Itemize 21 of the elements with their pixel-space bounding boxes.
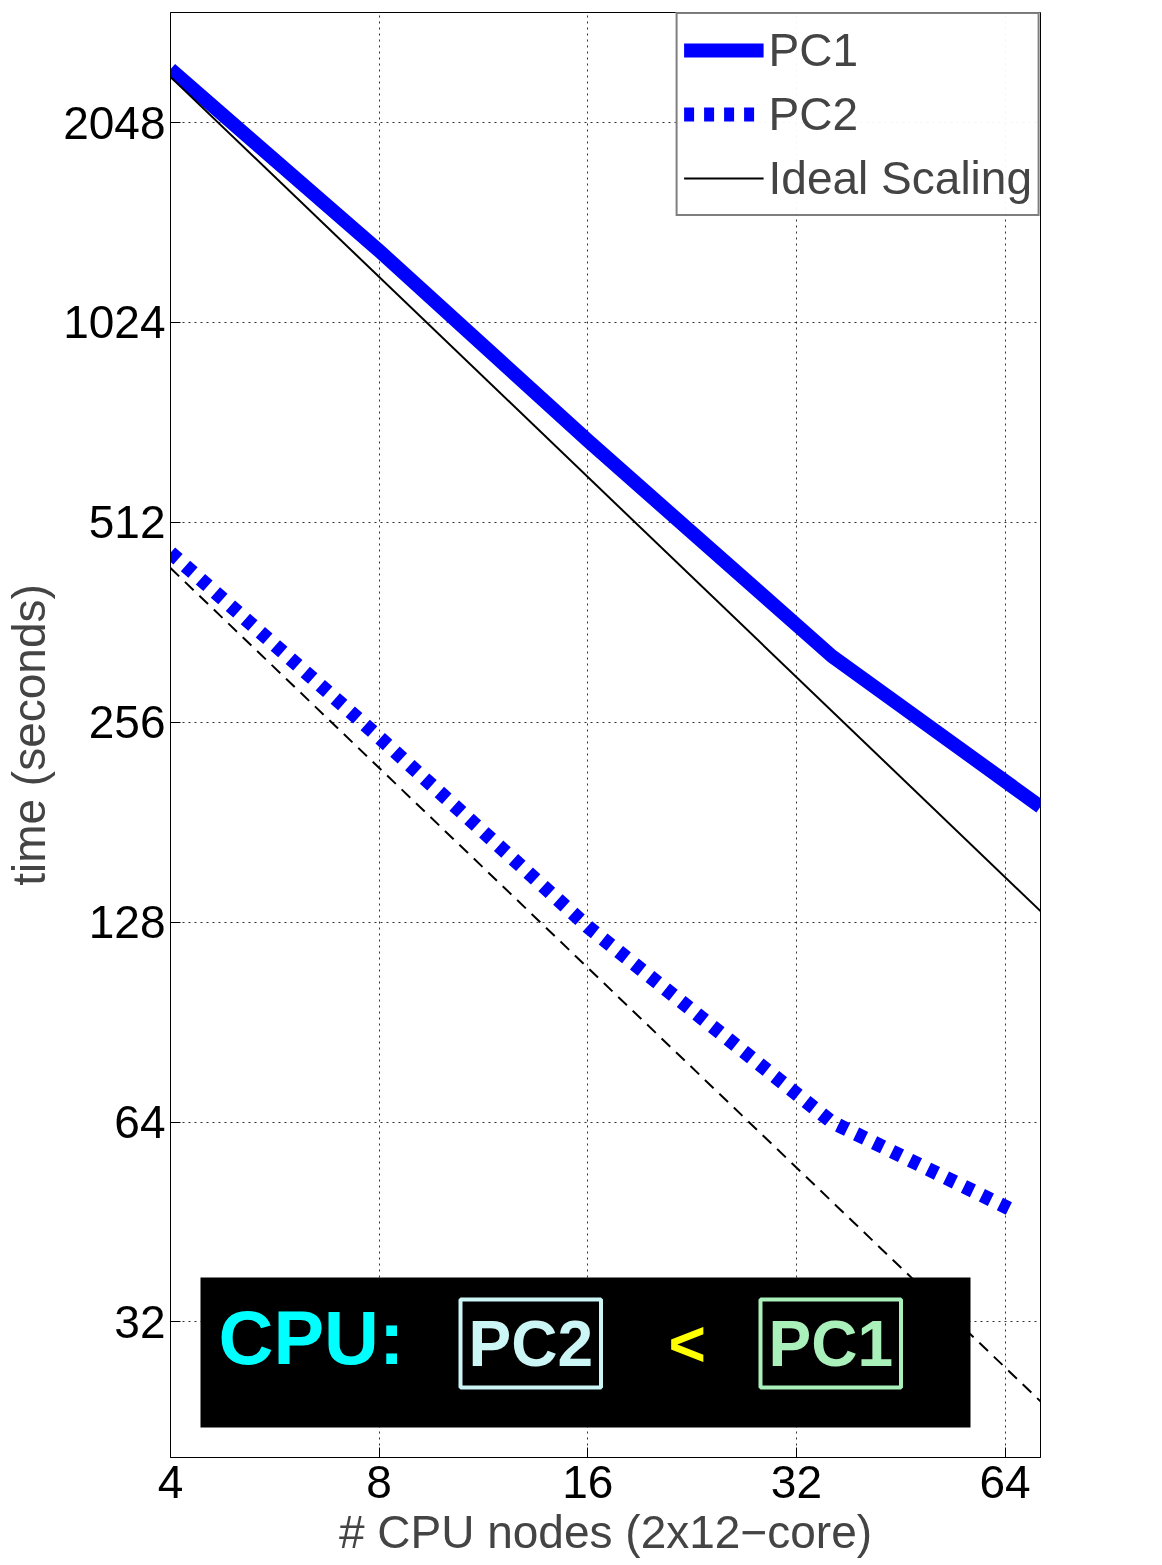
y-tick-label: 32 xyxy=(114,1295,166,1348)
legend-label: PC2 xyxy=(768,87,859,142)
annotation: PC2 xyxy=(468,1307,593,1380)
x-axis-title: # CPU nodes (2x12−core) xyxy=(338,1505,873,1558)
annotation: < xyxy=(668,1307,706,1380)
x-tick-label: 4 xyxy=(157,1455,184,1508)
x-tick-label: 8 xyxy=(366,1455,392,1508)
x-tick-label: 32 xyxy=(770,1455,822,1508)
x-tick-label: 16 xyxy=(562,1455,614,1508)
x-tick-label: 64 xyxy=(979,1455,1031,1508)
y-tick-label: 1024 xyxy=(63,296,166,349)
y-tick-label: 128 xyxy=(88,896,166,949)
y-tick-label: 512 xyxy=(88,496,166,549)
y-tick-label: 256 xyxy=(88,696,166,749)
annotation: CPU: xyxy=(218,1294,405,1380)
y-tick-label: 2048 xyxy=(63,96,166,149)
annotation: PC1 xyxy=(768,1307,893,1380)
y-tick-label: 64 xyxy=(114,1096,166,1149)
y-axis-title: time (seconds) xyxy=(3,584,56,886)
legend-label: PC1 xyxy=(768,23,859,78)
legend-label: Ideal Scaling xyxy=(768,151,1032,206)
